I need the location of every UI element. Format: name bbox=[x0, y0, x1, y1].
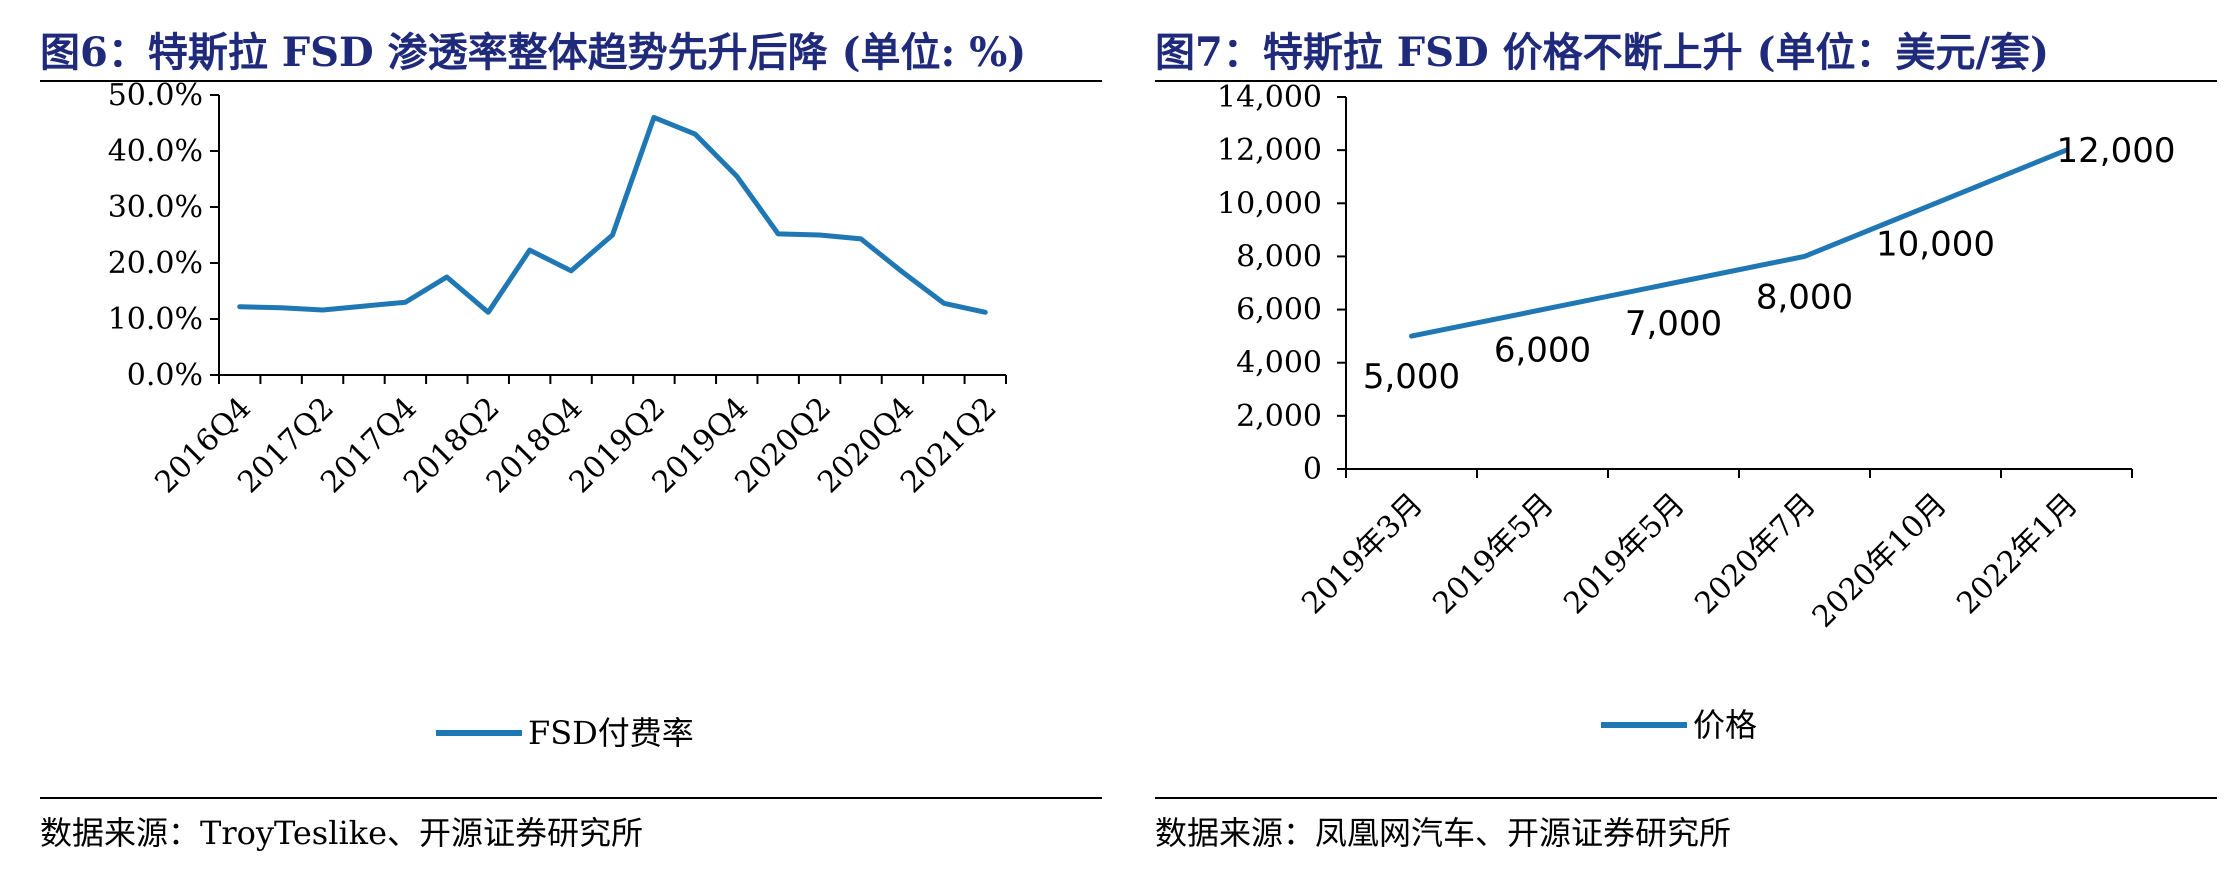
figure-7-source: 数据来源：凤凰网汽车、开源证券研究所 bbox=[1155, 814, 1732, 852]
y-tick-label: 30.0% bbox=[108, 190, 203, 225]
legend-label: 价格 bbox=[1693, 706, 1757, 744]
figure-6-bottom-rule bbox=[40, 797, 1102, 799]
data-label: 10,000 bbox=[1876, 224, 1995, 264]
series-line-fsd-rate bbox=[237, 114, 988, 315]
y-tick-label: 6,000 bbox=[1236, 293, 1322, 328]
figure-6-panel: 图6：特斯拉 FSD 渗透率整体趋势先升后降 (单位: %) 0.0% 10.0%… bbox=[0, 0, 1115, 870]
x-tick-label: 2022年1月 bbox=[1950, 487, 2085, 622]
data-label: 6,000 bbox=[1494, 331, 1591, 371]
figure-6-chart: 0.0%10.0%20.0%30.0%40.0%50.0%2016Q42017Q… bbox=[108, 78, 1007, 752]
y-tick-label: 20.0% bbox=[108, 246, 203, 281]
y-tick-label: 10,000 bbox=[1217, 186, 1322, 221]
y-tick-label: 8,000 bbox=[1236, 239, 1322, 274]
figure-6-title: 图6：特斯拉 FSD 渗透率整体趋势先升后降 (单位: %) bbox=[40, 29, 1027, 76]
x-tick-label: 2020年7月 bbox=[1688, 487, 1823, 622]
figure-7-top-rule bbox=[1155, 80, 2217, 82]
y-tick-label: 14,000 bbox=[1217, 80, 1322, 115]
y-tick-label: 10.0% bbox=[108, 302, 203, 337]
figure-6-source: 数据来源：TroyTeslike、开源证券研究所 bbox=[40, 814, 644, 852]
y-tick-label: 4,000 bbox=[1236, 346, 1322, 381]
series-line-price bbox=[1409, 147, 2069, 339]
y-tick-label: 0 bbox=[1303, 452, 1322, 487]
y-tick-label: 2,000 bbox=[1236, 399, 1322, 434]
data-label: 7,000 bbox=[1625, 304, 1722, 344]
x-tick-label: 2019年5月 bbox=[1557, 487, 1692, 622]
figure-7-chart: 0 2,000 4,000 6,000 8,000 10,000 12,000 14,000 2… bbox=[1217, 80, 2176, 744]
y-tick-label: 50.0% bbox=[108, 78, 203, 113]
data-label: 5,000 bbox=[1363, 357, 1460, 397]
figure-7-bottom-rule bbox=[1155, 797, 2217, 799]
figure-7-title: 图7：特斯拉 FSD 价格不断上升 (单位：美元/套) bbox=[1155, 29, 2050, 76]
figure-7-panel: 图7：特斯拉 FSD 价格不断上升 (单位：美元/套) 0 2,000 4,000 6… bbox=[1115, 0, 2231, 870]
y-tick-label: 12,000 bbox=[1217, 133, 1322, 168]
y-tick-label: 40.0% bbox=[108, 134, 203, 169]
data-label: 12,000 bbox=[2057, 131, 2176, 171]
y-tick-label: 0.0% bbox=[127, 358, 203, 393]
data-label: 8,000 bbox=[1756, 277, 1853, 317]
figure-6-top-rule bbox=[40, 80, 1102, 82]
x-tick-label: 2019年3月 bbox=[1295, 487, 1430, 622]
x-tick-label: 2020年10月 bbox=[1806, 487, 1954, 635]
legend-label: FSD付费率 bbox=[528, 714, 694, 752]
x-tick-label: 2019年5月 bbox=[1426, 487, 1561, 622]
